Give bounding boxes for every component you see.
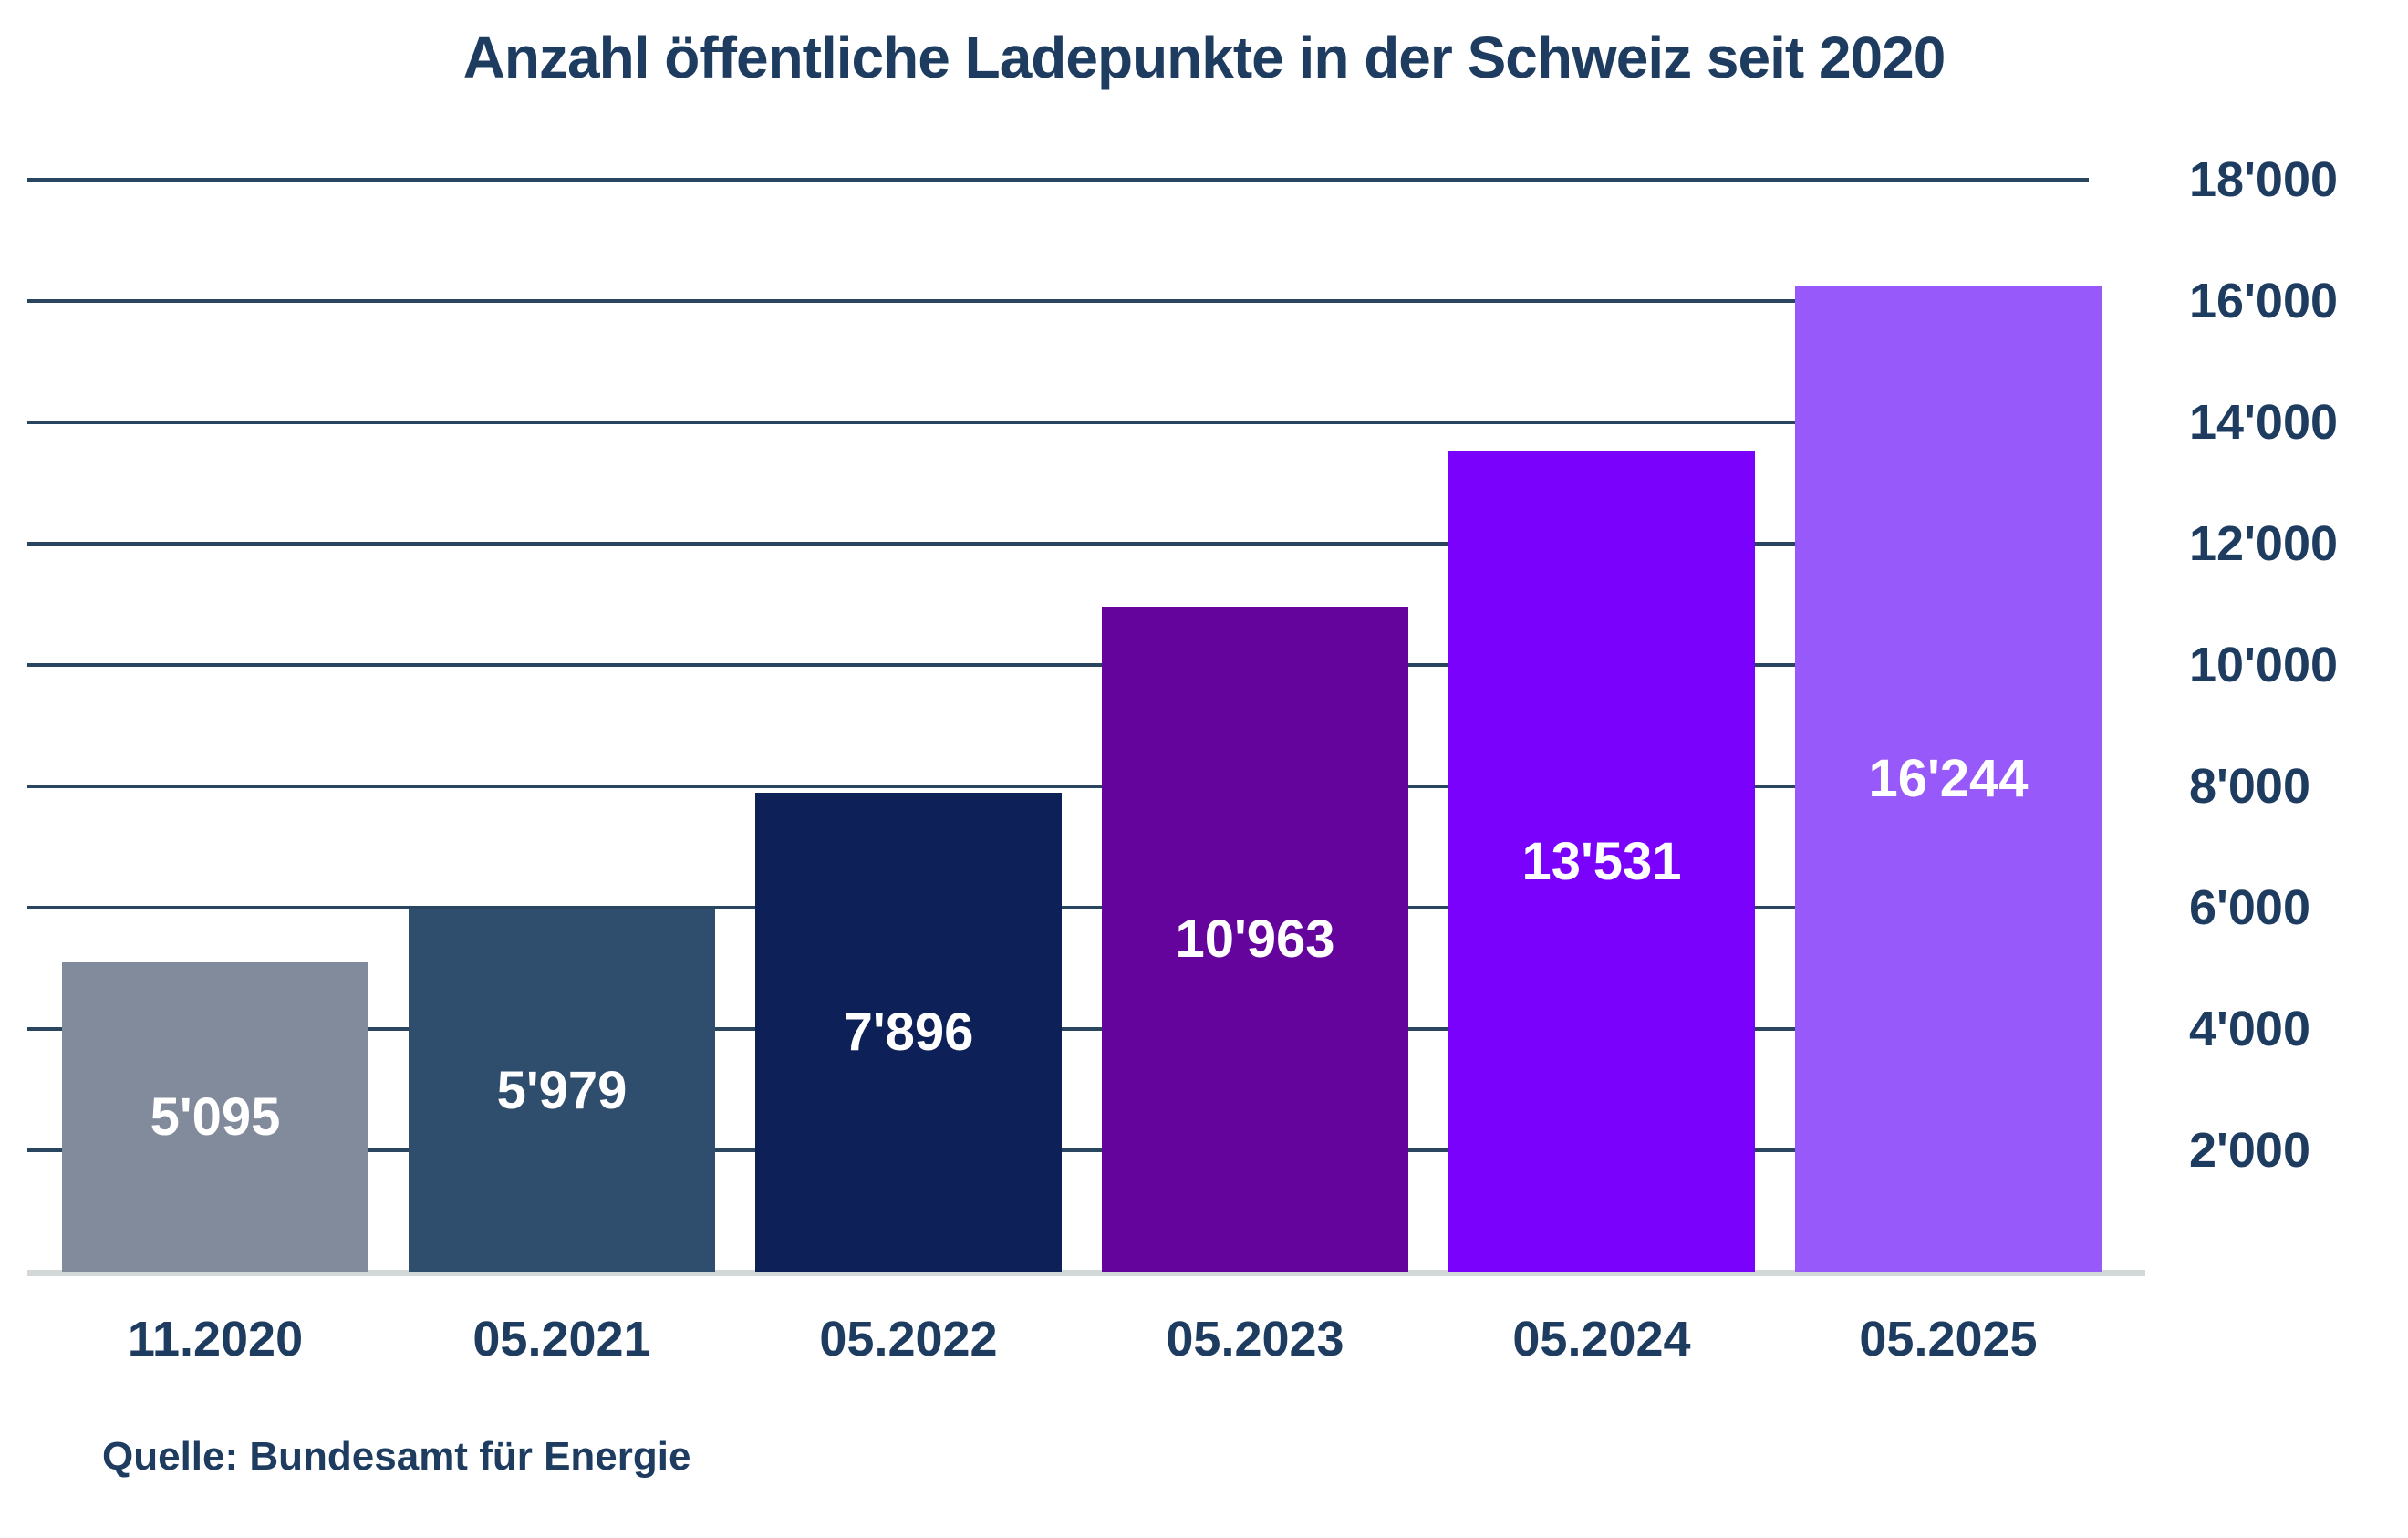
y-axis-tick-label: 8'000 [2189,759,2310,814]
gridline [27,178,2089,182]
y-axis-tick-label: 18'000 [2189,152,2339,207]
y-axis-tick-label: 12'000 [2189,516,2339,571]
bar: 13'531 [1448,451,1755,1272]
bar: 5'095 [62,962,368,1272]
y-axis-tick-label: 10'000 [2189,638,2339,692]
bar-value-label: 10'963 [1175,909,1335,969]
bar-value-label: 13'531 [1521,831,1682,891]
gridline [27,299,2089,303]
x-axis-tick-label: 05.2025 [1859,1312,2038,1367]
source-caption: Quelle: Bundesamt für Energie [102,1434,691,1479]
chart-title: Anzahl öffentliche Ladepunkte in der Sch… [462,25,1946,90]
bar-value-label: 16'244 [1868,749,2029,809]
y-axis-tick-label: 14'000 [2189,395,2339,450]
x-axis-tick-label: 05.2023 [1166,1312,1344,1367]
bar-value-label: 5'095 [150,1087,281,1148]
bar: 5'979 [409,909,715,1272]
gridline [27,421,2089,424]
bar: 10'963 [1102,606,1408,1272]
bar-value-label: 5'979 [496,1060,628,1120]
gridline [27,542,2089,546]
y-axis-tick-label: 6'000 [2189,880,2310,935]
y-axis-tick-label: 16'000 [2189,274,2339,328]
gridline [27,663,2089,667]
bar: 16'244 [1795,286,2102,1272]
bar: 7'896 [755,792,1062,1272]
x-axis-tick-label: 11.2020 [127,1312,304,1367]
x-axis-tick-label: 05.2022 [819,1312,998,1367]
bar-value-label: 7'896 [843,1002,974,1062]
y-axis-tick-label: 4'000 [2189,1002,2310,1056]
gridline [27,785,2089,788]
y-axis-tick-label: 2'000 [2189,1123,2310,1178]
x-axis-tick-label: 05.2021 [472,1312,651,1367]
x-axis-baseline [27,1270,2145,1276]
x-axis-tick-label: 05.2024 [1512,1312,1691,1367]
